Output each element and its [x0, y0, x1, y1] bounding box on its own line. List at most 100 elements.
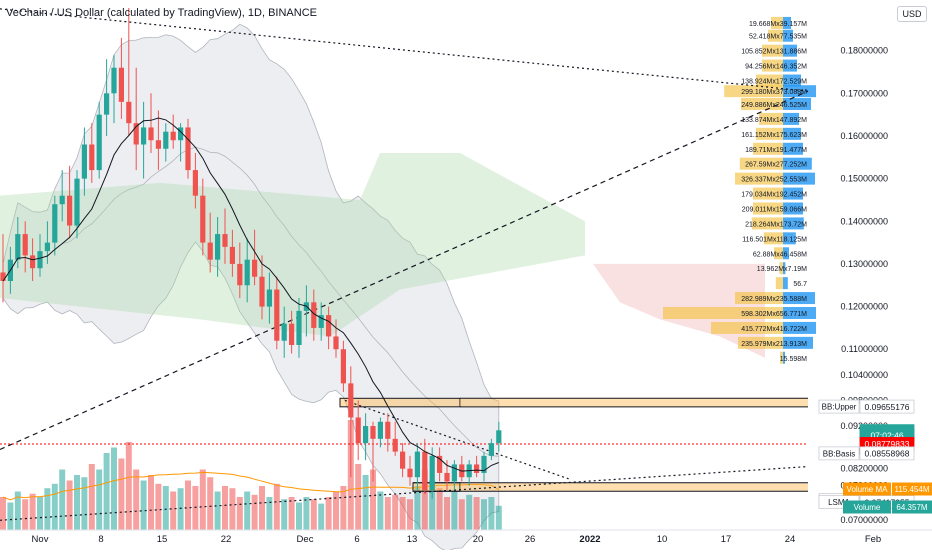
volume-profile: 19.668Mx39.157M 52.418Mx77.535M 105.852Mx1…: [663, 16, 816, 364]
candle-58: [429, 455, 435, 491]
volume-bar-6: [44, 488, 51, 530]
volume-bar-19: [140, 480, 147, 530]
volume-profile-bar-17: [779, 262, 783, 275]
volume-bar-58: [429, 480, 436, 530]
volume-profile-label-22: 235.979Mx213.913M: [741, 341, 807, 348]
volume-profile-bar-21: [711, 321, 783, 334]
price-label-2: 07:02:46: [870, 430, 903, 440]
volume-bar-29: [214, 491, 221, 530]
volume-profile-bar-blue-22: [783, 336, 813, 349]
candle-49: [363, 426, 369, 444]
volume-bar-45: [333, 491, 339, 530]
candle-21: [155, 140, 161, 149]
candle-51: [377, 421, 383, 439]
candle-60: [444, 472, 450, 482]
volume-bar-44: [325, 497, 332, 530]
volume-profile-label-5: 299.180Mx373.088M: [741, 89, 807, 96]
candle-48: [355, 417, 361, 444]
candle-23: [170, 131, 176, 141]
y-tick-label-5: 0.13000000: [840, 259, 888, 269]
volume-bar-38: [281, 499, 288, 530]
volume-bar-59: [436, 488, 443, 530]
price-label-box-0: [859, 399, 915, 414]
price-label-4: 0.08558968: [865, 449, 910, 459]
candle-16: [118, 67, 124, 102]
volume-bar-16: [118, 458, 125, 530]
volume-bar-11: [81, 477, 88, 530]
y-tick-label-4: 0.14000000: [840, 216, 888, 226]
volume-bar-9: [66, 480, 73, 530]
support-zone-box: [412, 482, 461, 492]
x-tick-label-4: Dec: [297, 534, 314, 545]
volume-profile-label-13: 209.011Mx159.066M: [742, 206, 807, 213]
candle-57: [422, 451, 428, 491]
volume-profile-label-20: 598.302Mx656.771M: [741, 311, 807, 318]
volume-profile-bar-blue-20: [783, 306, 816, 319]
candle-55: [407, 468, 413, 478]
candle-40: [296, 310, 302, 345]
candle-42: [311, 302, 317, 328]
rising-trendline: [0, 90, 809, 451]
volume-bar-65: [481, 499, 487, 530]
candle-52: [385, 421, 391, 439]
volume-bar-5: [37, 497, 43, 530]
volume-profile-bar-5: [724, 85, 783, 98]
candle-53: [392, 438, 398, 452]
volume-profile-label-9: 189.71Mx191.477M: [745, 147, 807, 154]
volume-profile-bar-13: [753, 202, 783, 215]
volume-bar-67: [495, 505, 502, 530]
candle-6: [44, 242, 50, 252]
volume-bar-23: [170, 491, 177, 530]
candle-65: [481, 455, 487, 473]
candle-47: [348, 383, 354, 418]
volume-bar-28: [207, 477, 214, 530]
volume-profile-label-18: 56.7: [793, 281, 807, 288]
volume-profile-bar-19: [735, 292, 783, 305]
volume-profile-label-8: 161.152Mx175.623M: [741, 132, 807, 139]
volume-bar-17: [125, 442, 132, 530]
x-tick-label-2: 15: [157, 534, 168, 545]
volume-bar-43: [318, 503, 325, 530]
candle-32: [237, 263, 243, 286]
candle-24: [178, 127, 184, 141]
volume-bar-26: [192, 486, 199, 530]
volume-bar-39: [288, 497, 295, 530]
candle-19: [141, 127, 147, 145]
candle-50: [370, 426, 376, 439]
price-label-box-4: [859, 446, 915, 461]
volume-bar-27: [199, 469, 206, 530]
volume-bar-41: [303, 497, 310, 530]
volume-profile-label-4: 138.924Mx172.529M: [741, 79, 807, 86]
volume-bar-14: [103, 453, 110, 530]
volume-profile-bar-8: [756, 127, 783, 140]
price-tag-0: BB:Upper: [822, 403, 857, 412]
y-tick-label-0: 0.18000000: [840, 46, 888, 56]
candle-2: [15, 234, 21, 260]
indicator-value-0: 115.454M: [895, 485, 930, 494]
volume-profile-bar-12: [753, 187, 783, 200]
candle-25: [185, 127, 191, 171]
volume-bar-1: [7, 502, 14, 530]
volume-bar-0: [0, 497, 6, 530]
x-tick-label-10: 10: [657, 534, 668, 545]
candle-7: [52, 204, 58, 243]
candle-0: [0, 272, 6, 281]
volume-bar-36: [266, 497, 273, 530]
candle-46: [340, 349, 346, 384]
volume-bar-49: [362, 475, 369, 530]
price-tag-4: BB:Basis: [823, 449, 855, 458]
volume-profile-bar-7: [759, 112, 783, 125]
candle-54: [400, 451, 406, 469]
candle-5: [37, 251, 43, 269]
volume-bar-60: [444, 497, 450, 530]
currency-button[interactable]: USD: [897, 6, 927, 22]
volume-ma-line: [2, 471, 500, 501]
price-label-3: 0.08779833: [865, 439, 910, 449]
candle-4: [30, 255, 36, 269]
volume-bar-66: [488, 497, 495, 530]
volume-profile-label-19: 282.989Mx235.588M: [741, 296, 807, 303]
volume-profile-bar-blue-19: [783, 292, 815, 305]
candle-3: [22, 234, 28, 256]
volume-profile-bar-18: [775, 277, 783, 290]
